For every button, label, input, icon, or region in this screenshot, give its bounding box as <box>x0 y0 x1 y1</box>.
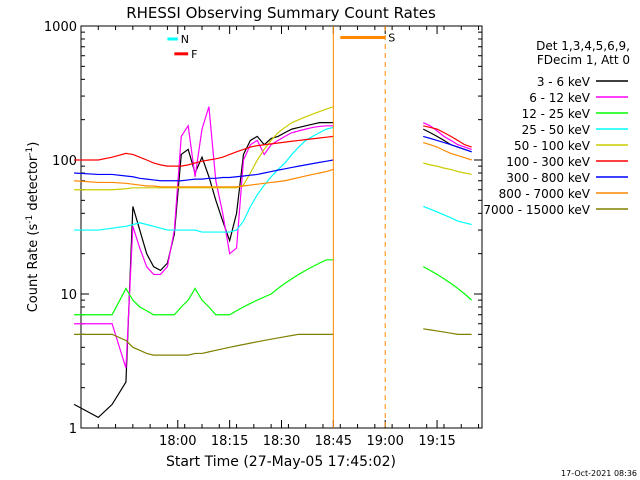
series-line-5 <box>74 135 334 167</box>
legend-label-1: 6 - 12 keV <box>529 91 591 105</box>
series-line-after-gap-1 <box>422 122 472 150</box>
legend-header-line1: Det 1,3,4,5,6,9, <box>536 39 630 53</box>
timestamp: 17-Oct-2021 08:36 <box>561 469 637 478</box>
series-line-0 <box>73 122 334 419</box>
x-axis-ticks: 18:00 18:15 18:30 18:45 19:00 19:15 <box>80 26 480 449</box>
series-line-7 <box>74 168 334 188</box>
y-tick-label: 1000 <box>44 20 77 35</box>
x-tick-label: 18:45 <box>315 434 352 449</box>
flag-label-1: F <box>191 48 197 61</box>
y-tick-label: 10 <box>60 288 77 303</box>
series-line-3 <box>74 126 334 233</box>
y-tick-label: 100 <box>52 154 77 169</box>
series-layer <box>73 106 473 419</box>
series-line-after-gap-8 <box>423 328 472 335</box>
marker-layer: NF S <box>167 26 395 428</box>
legend-label-7: 800 - 7000 keV <box>499 187 591 201</box>
y-axis-label: Count Rate (s-1 detector-1) <box>25 142 41 313</box>
chart-title: RHESSI Observing Summary Count Rates <box>126 4 436 22</box>
legend-header-line2: FDecim 1, Att 0 <box>537 53 630 67</box>
series-line-after-gap-3 <box>423 205 472 226</box>
x-tick-label: 18:00 <box>159 434 196 449</box>
legend-label-8: 7000 - 15000 keV <box>483 203 590 217</box>
legend-label-5: 100 - 300 keV <box>506 155 590 169</box>
series-line-after-gap-6 <box>423 135 472 153</box>
legend-label-3: 25 - 50 keV <box>522 123 591 137</box>
series-line-after-gap-0 <box>422 128 472 153</box>
legend-label-0: 3 - 6 keV <box>537 75 591 89</box>
y-axis-label-part1: Count Rate (s <box>26 224 41 313</box>
legend: 3 - 6 keV 6 - 12 keV 12 - 25 keV 25 - 50 ke… <box>483 75 628 217</box>
series-line-1 <box>74 106 334 369</box>
series-line-after-gap-7 <box>423 141 472 161</box>
series-line-after-gap-2 <box>422 266 473 301</box>
y-tick-label: 1 <box>69 422 77 437</box>
x-tick-label: 19:00 <box>366 434 403 449</box>
flag-label-0: N <box>181 33 189 46</box>
series-line-2 <box>74 259 334 316</box>
x-tick-label: 19:15 <box>418 434 455 449</box>
plot-frame <box>80 25 483 429</box>
x-tick-label: 18:30 <box>263 434 300 449</box>
flag-label-2: S <box>388 32 395 45</box>
legend-label-4: 50 - 100 keV <box>514 139 591 153</box>
y-axis-ticks: 1 10 100 1000 <box>44 20 482 437</box>
x-tick-label: 18:15 <box>211 434 248 449</box>
series-line-8 <box>74 333 334 356</box>
y-axis-label-part2: detector <box>26 155 41 215</box>
legend-label-2: 12 - 25 keV <box>522 107 591 121</box>
x-axis-label: Start Time (27-May-05 17:45:02) <box>166 454 396 470</box>
series-line-4 <box>74 106 334 191</box>
series-line-after-gap-4 <box>423 162 472 176</box>
y-axis-label-sup2: -1 <box>25 147 35 156</box>
series-line-6 <box>74 159 334 182</box>
legend-label-6: 300 - 800 keV <box>506 171 590 185</box>
y-axis-label-part3: ) <box>26 142 41 147</box>
series-line-after-gap-5 <box>423 125 472 148</box>
y-axis-label-sup1: -1 <box>25 215 35 224</box>
